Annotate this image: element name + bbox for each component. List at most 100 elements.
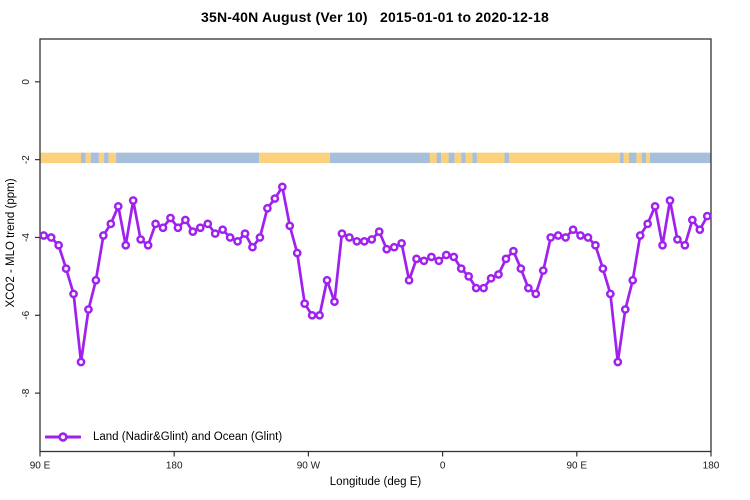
y-tick-label: -2 [21,155,32,164]
land-ocean-band-segment [476,152,505,164]
data-point-marker [427,252,436,262]
data-point-marker [255,233,265,242]
land-ocean-band-segment [98,152,105,164]
data-point-marker [158,223,168,233]
land-ocean-band-segment [85,152,91,164]
y-axis-title: XCO2 - MLO trend (ppm) [5,178,17,308]
data-point-marker [680,240,690,250]
data-point-marker [210,229,220,238]
data-point-marker [628,275,638,285]
data-point-marker [113,201,123,211]
data-point-marker [397,238,406,248]
data-point-marker [613,357,623,367]
land-ocean-band-segment [429,152,437,164]
data-point-marker [501,254,511,264]
data-point-marker [688,215,697,225]
land-ocean-band-segment [636,152,642,164]
data-point-marker [233,237,242,246]
data-point-marker [635,231,645,240]
data-point-marker [516,264,526,273]
data-point-marker [330,297,339,307]
data-point-marker [39,231,49,240]
data-point-marker [449,252,459,262]
data-point-marker [479,283,488,293]
y-tick-label: -8 [21,388,32,397]
data-point-marker [576,231,585,240]
data-point-marker [277,182,287,192]
plot-box [39,38,712,453]
data-point-marker [121,240,131,250]
data-point-marker [225,233,235,242]
data-point-marker [695,225,705,235]
data-point-marker [195,223,205,233]
data-point-marker [345,233,354,242]
data-point-marker [106,219,116,229]
land-ocean-band-segment [441,152,449,164]
land-ocean-band-segment [108,152,117,164]
data-point-marker [292,248,302,258]
land-ocean-band-segment [116,152,260,164]
land-ocean-band-segment [472,152,477,164]
data-point-marker [166,213,175,223]
data-point-marker [509,246,518,256]
data-point-marker [643,219,652,229]
legend-series-swatch-icon [45,432,81,442]
data-point-marker [620,305,630,314]
x-tick-label: 90 E [30,461,51,472]
land-ocean-band-segment [628,152,637,164]
land-ocean-band-segment [81,152,86,164]
data-point-marker [658,240,667,250]
chart-title: 35N-40N August (Ver 10) 2015-01-01 to 20… [201,9,549,25]
data-point-marker [494,270,503,279]
land-ocean-band-segment [259,152,331,164]
data-point-marker [240,229,250,238]
data-point-marker [665,196,675,205]
land-ocean-band-segment [448,152,455,164]
land-ocean-band-segment [104,152,109,164]
data-point-marker [359,237,369,246]
data-point-marker [650,201,660,211]
data-point-marker [367,235,377,244]
data-point-marker [531,289,541,299]
data-point-marker [404,275,414,285]
land-ocean-band-segment [465,152,473,164]
data-point-marker [419,256,429,266]
data-point-marker [46,233,56,242]
data-point-marker [568,225,578,235]
land-ocean-band-segment [641,152,647,164]
land-ocean-band-segment [649,152,711,164]
data-point-marker [188,227,198,236]
data-point-marker [591,240,600,250]
x-tick-label: 90 W [297,461,321,472]
data-point-marker [583,233,593,242]
land-ocean-band-segment [40,152,82,164]
data-point-marker [561,233,570,242]
data-point-marker [322,275,332,285]
data-point-marker [69,289,78,299]
data-point-marker [523,283,533,293]
data-point-marker [300,299,310,308]
legend-label: Land (Nadir&Glint) and Ocean (Glint) [93,431,283,443]
data-point-marker [382,244,392,254]
data-point-marker [315,310,324,320]
data-point-marker [136,235,145,244]
land-ocean-band-segment [436,152,442,164]
y-tick-label: 0 [21,79,32,85]
data-point-marker [546,233,556,242]
legend: Land (Nadir&Glint) and Ocean (Glint) [45,429,282,445]
data-point-marker [538,266,548,275]
series-line [42,185,709,364]
land-ocean-band-segment [504,152,509,164]
data-point-marker [307,310,317,320]
data-point-marker [374,227,384,236]
x-tick-label: 180 [703,461,720,472]
data-point-marker [598,264,608,273]
data-point-marker [702,211,712,221]
data-point-marker [434,256,444,266]
data-point-marker [99,231,108,240]
x-tick-label: 0 [440,461,446,472]
data-point-marker [464,272,474,281]
data-point-marker [263,203,272,213]
data-point-marker [84,305,93,314]
